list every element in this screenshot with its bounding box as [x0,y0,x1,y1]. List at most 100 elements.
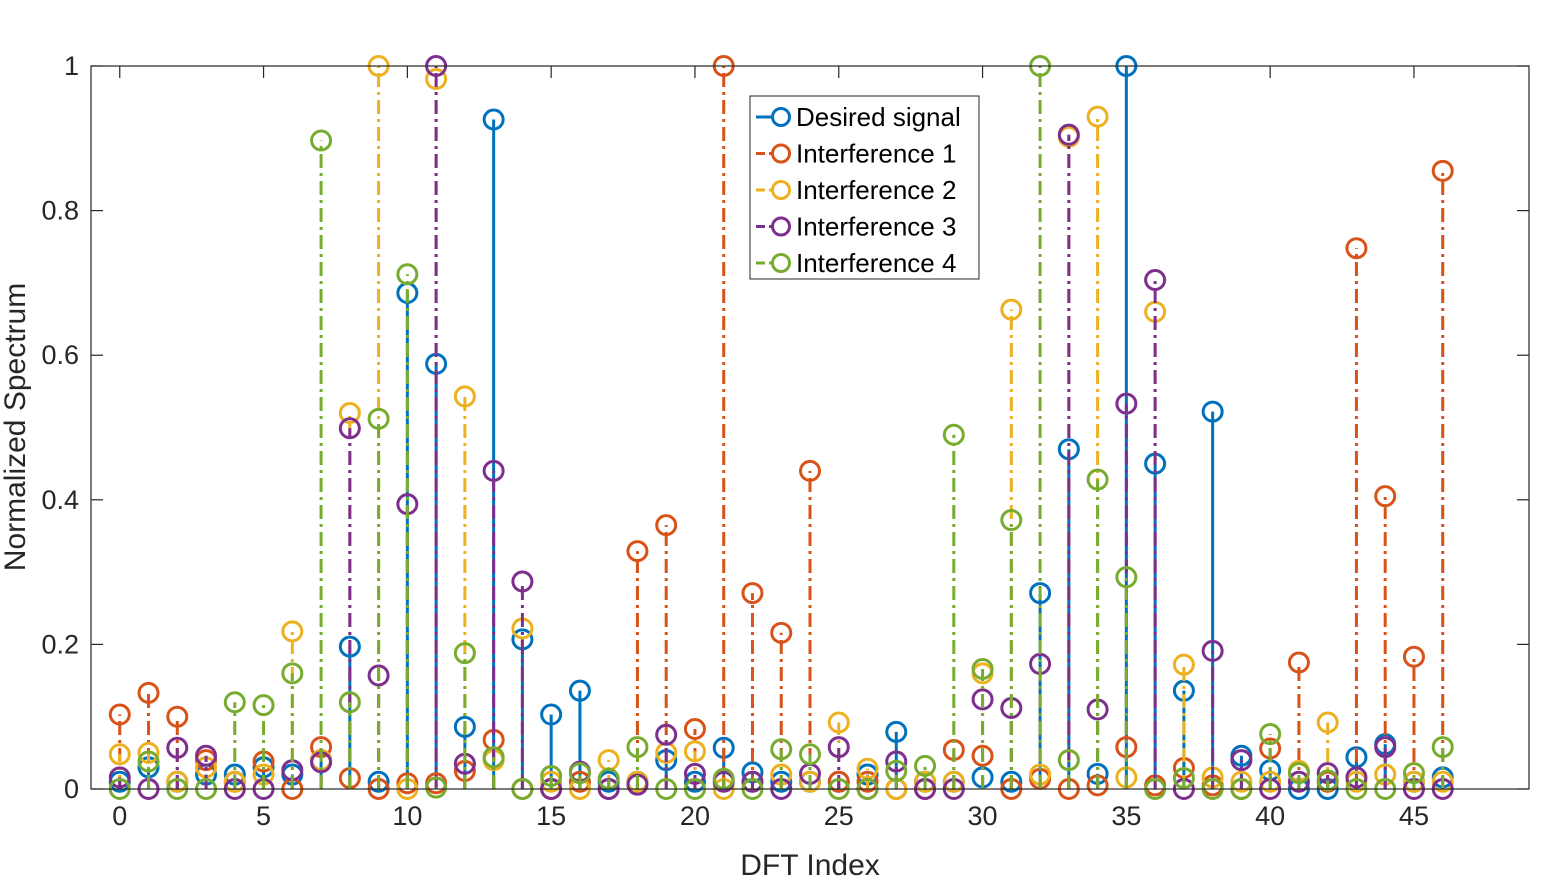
stem-marker [914,770,937,793]
stem-marker [1029,582,1052,605]
stem-marker [712,767,735,790]
stem-marker [108,743,131,766]
stem-marker [597,767,620,790]
stem-marker [453,715,476,738]
stem-marker [683,770,706,793]
stem-marker [1172,767,1195,790]
stem-marker [655,514,678,537]
stem-marker [1374,736,1397,759]
legend: Desired signal Interference 1 Interference… [749,95,980,280]
stem-marker [1431,770,1454,793]
x-tick-label: 30 [968,801,998,831]
y-tick-label: 0.8 [41,196,79,226]
stem-marker [827,770,850,793]
legend-label: Interference 4 [796,248,956,278]
x-tick-label: 35 [1111,801,1141,831]
stem-marker [1431,736,1454,759]
stem-marker [1374,485,1397,508]
stem-marker [396,772,419,795]
stem-marker [568,762,591,785]
stem-marker [626,540,649,563]
stem-marker [252,694,275,717]
stem-marker [799,770,821,793]
stem-marker [885,750,908,773]
stem-marker [914,754,937,777]
stem-marker [1230,770,1253,793]
stem-marker [1287,770,1310,793]
x-tick-label: 10 [392,801,422,831]
stem-marker [1086,105,1109,128]
stem-marker [971,744,994,767]
legend-marker [771,216,791,237]
stem-marker [1201,639,1224,662]
stem-marker [281,662,304,685]
stem-marker [223,691,246,714]
y-tick-label: 0.6 [41,340,79,370]
stem-marker [1201,400,1224,423]
stem-marker [799,459,821,482]
stem-marker [1287,651,1310,674]
stem-marker [655,723,678,746]
stem-marker [396,263,419,286]
stem-marker [166,770,189,793]
stem-marker [856,770,879,793]
legend-marker [771,180,791,200]
x-tick-label: 5 [256,801,271,831]
stem-marker [1057,123,1080,146]
stem-marker [338,417,361,440]
stem-marker [453,642,476,665]
stem-marker [942,770,965,793]
x-tick-label: 20 [680,801,710,831]
stem-marker [568,679,591,702]
x-tick-label: 40 [1255,801,1285,831]
stem-marker [1144,269,1167,292]
stem-marker [1316,711,1339,734]
tick-labels: 0 5 10 15 20 25 30 35 40 45 0 0.2 0.4 0.6 0.8 1 [41,51,1429,831]
stem-marker [223,770,246,793]
stem-marker [1115,392,1138,415]
stem-marker [511,570,534,593]
stem-marker [683,717,706,740]
legend-label: Interference 2 [796,175,956,205]
axes-box [90,65,1530,790]
stem-marker [425,776,448,799]
data-stems [108,55,1454,800]
stem-marker [310,129,333,152]
y-tick-label: 1 [64,51,79,81]
x-tick-label: 25 [824,801,854,831]
stem-marker [338,402,361,425]
stem-marker [1431,159,1454,182]
y-tick-label: 0.4 [41,485,79,515]
stem-marker [1115,566,1138,589]
stem-marker [1402,645,1425,668]
stem-marker [137,681,160,704]
y-axis-label: Normalized Spectrum [0,283,32,571]
legend-marker [771,253,791,273]
stem-marker [942,423,965,446]
legend-label: Interference 3 [796,212,956,242]
stem-marker [453,385,476,408]
stem-marker [482,459,505,482]
stem-marker [1402,770,1425,793]
y-tick-label: 0 [64,774,79,804]
stem-marker [568,770,591,793]
x-tick-label: 45 [1399,801,1429,831]
legend-label: Desired signal [796,102,961,132]
stem-marker [827,736,850,759]
stem-marker [1172,653,1195,676]
stem-marker [1000,770,1023,793]
stem-marker [540,770,563,793]
stem-marker [367,664,390,687]
stem-marker [425,68,448,91]
stem-marker [540,764,563,787]
x-tick-label: 15 [536,801,566,831]
stem-marker [367,770,390,793]
stem-marker [195,744,218,767]
stem-marker [1230,749,1253,772]
stem-marker [626,736,649,759]
stem-marker [540,703,563,726]
legend-marker [771,107,791,127]
stem-marker [885,759,908,782]
legend-marker [771,143,791,164]
